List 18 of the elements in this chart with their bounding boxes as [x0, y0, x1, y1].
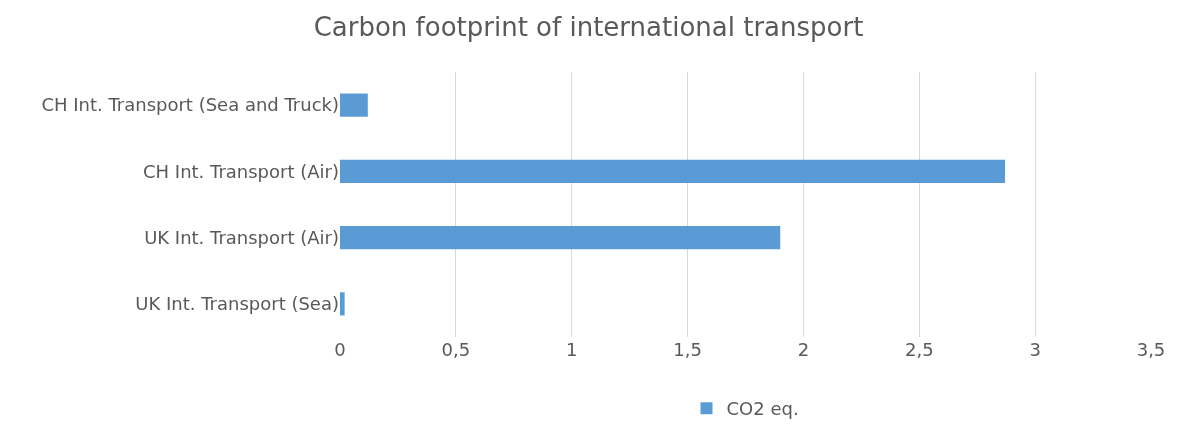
x-tick-label: 2: [797, 339, 810, 360]
y-tick-label: CH Int. Transport (Air): [143, 160, 339, 182]
legend-label: CO2 eq.: [726, 398, 799, 420]
x-tick-label: 3: [1029, 339, 1041, 360]
bar: [340, 159, 1006, 183]
y-tick-label: CH Int. Transport (Sea and Truck): [41, 94, 339, 116]
x-tick-label: 1,5: [673, 339, 702, 360]
x-tick-label: 2,5: [904, 339, 934, 360]
chart-title: Carbon footprint of international transport: [313, 11, 864, 42]
x-tick-label: 3,5: [1136, 339, 1166, 360]
y-tick-label: UK Int. Transport (Air): [144, 226, 339, 248]
x-tick-label: 0: [334, 339, 346, 360]
bar: [340, 292, 345, 316]
bar: [340, 226, 781, 250]
x-tick-label: 0,5: [441, 339, 471, 360]
x-tick-label: 1: [565, 339, 578, 360]
y-tick-label: UK Int. Transport (Sea): [135, 293, 339, 315]
bar: [340, 93, 368, 117]
